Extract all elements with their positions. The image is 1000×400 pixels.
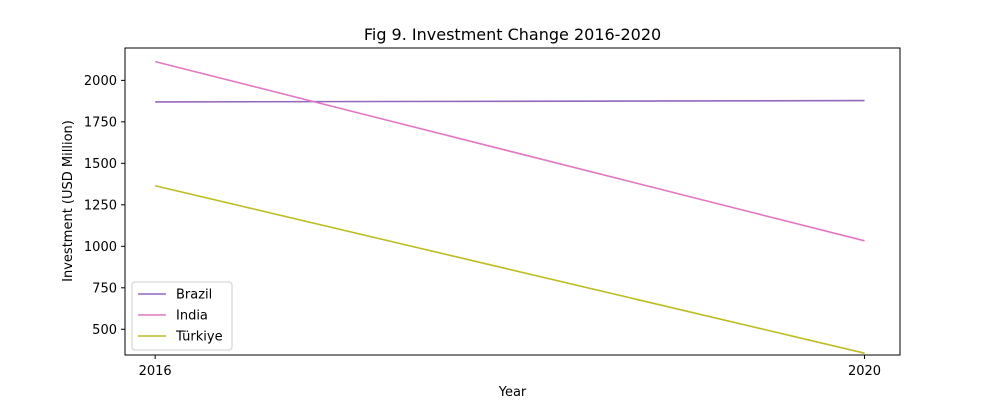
- y-axis-label: Investment (USD Million): [61, 120, 76, 282]
- y-tick-label: 1750: [84, 115, 117, 130]
- series-line-india: [154, 60, 865, 242]
- plot-frame: [124, 47, 901, 356]
- y-tick-label: 750: [92, 281, 117, 296]
- x-axis-label: Year: [498, 385, 527, 400]
- series-line-brazil: [155, 99, 865, 103]
- legend-box: [131, 281, 233, 351]
- y-tick-label: 1500: [84, 157, 117, 172]
- x-tick-label: 2020: [848, 364, 881, 379]
- y-tick-label: 500: [92, 323, 117, 338]
- y-tick-label: 1250: [84, 198, 117, 213]
- y-axis: 500 750 1000 1250 1500 1750 2000: [84, 74, 125, 338]
- legend: Brazil India Türkiye: [131, 281, 233, 351]
- x-tick-label: 2016: [139, 364, 172, 379]
- y-tick-label: 2000: [84, 74, 117, 89]
- legend-label: Brazil: [176, 288, 212, 303]
- y-tick-label: 1000: [84, 240, 117, 255]
- legend-label: India: [176, 309, 208, 324]
- x-axis: 2016 2020: [139, 355, 881, 379]
- series-line-t-rkiye: [154, 184, 865, 354]
- chart-title: Fig 9. Investment Change 2016-2020: [364, 25, 661, 44]
- legend-label: Türkiye: [175, 330, 223, 345]
- plot-area: [124, 47, 901, 356]
